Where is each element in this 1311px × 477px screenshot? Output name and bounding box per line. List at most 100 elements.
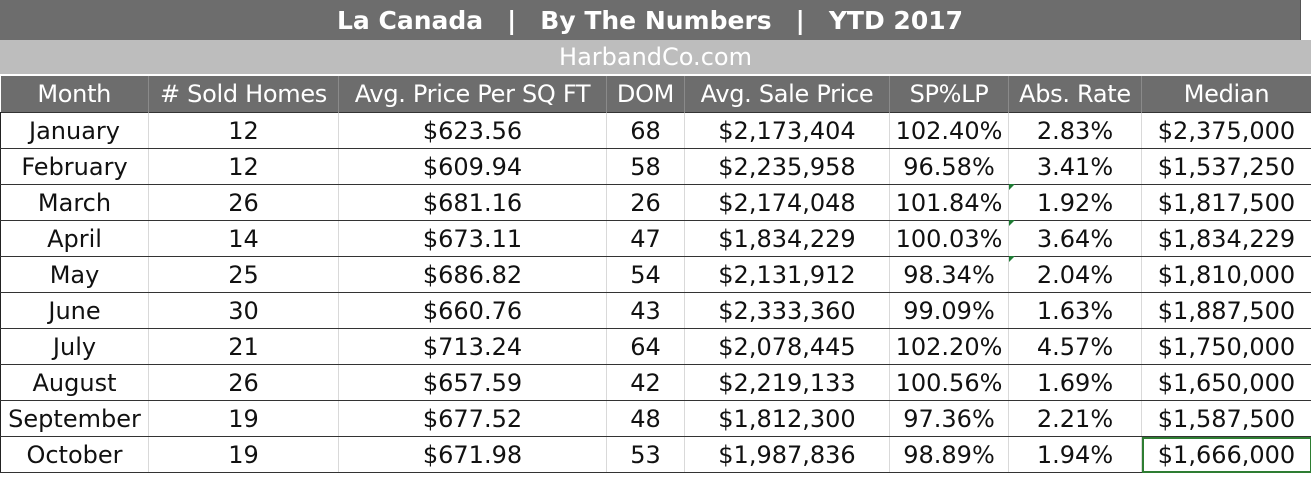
cell-dom[interactable]: 58	[606, 148, 685, 185]
table-row: August 26 $657.59 42 $2,219,133 100.56% …	[0, 364, 1311, 401]
cell-avg-sale-price[interactable]: $2,174,048	[684, 184, 890, 221]
cell-price-per-sqft[interactable]: $657.59	[338, 364, 607, 401]
cell-avg-sale-price[interactable]: $1,987,836	[684, 436, 890, 473]
cell-sp-lp[interactable]: 98.34%	[889, 256, 1009, 293]
cell-sp-lp[interactable]: 101.84%	[889, 184, 1009, 221]
cell-month[interactable]: January	[0, 112, 149, 149]
column-header-avg-sale-price[interactable]: Avg. Sale Price	[684, 76, 890, 113]
cell-sold-homes[interactable]: 19	[148, 436, 339, 473]
cell-sold-homes[interactable]: 21	[148, 328, 339, 365]
cell-abs-rate[interactable]: 1.63%	[1008, 292, 1142, 329]
cell-avg-sale-price[interactable]: $1,834,229	[684, 220, 890, 257]
column-header-sp-lp[interactable]: SP%LP	[889, 76, 1009, 113]
cell-sp-lp[interactable]: 97.36%	[889, 400, 1009, 437]
cell-month[interactable]: February	[0, 148, 149, 185]
table-row: May 25 $686.82 54 $2,131,912 98.34% 2.04…	[0, 256, 1311, 293]
cell-month[interactable]: June	[0, 292, 149, 329]
cell-dom[interactable]: 42	[606, 364, 685, 401]
cell-median[interactable]: $1,817,500	[1141, 184, 1311, 221]
cell-sp-lp[interactable]: 99.09%	[889, 292, 1009, 329]
cell-median[interactable]: $1,587,500	[1141, 400, 1311, 437]
cell-month[interactable]: March	[0, 184, 149, 221]
cell-price-per-sqft[interactable]: $673.11	[338, 220, 607, 257]
cell-price-per-sqft[interactable]: $609.94	[338, 148, 607, 185]
cell-sp-lp[interactable]: 96.58%	[889, 148, 1009, 185]
cell-dom[interactable]: 53	[606, 436, 685, 473]
cell-median-selected[interactable]: $1,666,000	[1141, 436, 1311, 473]
cell-abs-rate[interactable]: 1.69%	[1008, 364, 1142, 401]
cell-sp-lp[interactable]: 102.20%	[889, 328, 1009, 365]
cell-abs-rate[interactable]: 4.57%	[1008, 328, 1142, 365]
subtitle-bar: HarbandCo.com	[0, 40, 1311, 74]
cell-avg-sale-price[interactable]: $2,219,133	[684, 364, 890, 401]
cell-month[interactable]: April	[0, 220, 149, 257]
cell-month[interactable]: July	[0, 328, 149, 365]
cell-price-per-sqft[interactable]: $660.76	[338, 292, 607, 329]
cell-error-indicator	[1009, 184, 1015, 190]
cell-month[interactable]: May	[0, 256, 149, 293]
cell-avg-sale-price[interactable]: $2,333,360	[684, 292, 890, 329]
cell-month[interactable]: September	[0, 400, 149, 437]
cell-price-per-sqft[interactable]: $623.56	[338, 112, 607, 149]
cell-avg-sale-price[interactable]: $2,173,404	[684, 112, 890, 149]
cell-median[interactable]: $2,375,000	[1141, 112, 1311, 149]
cell-median[interactable]: $1,650,000	[1141, 364, 1311, 401]
cell-median[interactable]: $1,750,000	[1141, 328, 1311, 365]
title-period: YTD 2017	[828, 5, 964, 35]
cell-sold-homes[interactable]: 19	[148, 400, 339, 437]
column-header-dom[interactable]: DOM	[606, 76, 685, 113]
cell-month[interactable]: October	[0, 436, 149, 473]
cell-median[interactable]: $1,810,000	[1141, 256, 1311, 293]
cell-sold-homes[interactable]: 12	[148, 112, 339, 149]
cell-sp-lp[interactable]: 100.56%	[889, 364, 1009, 401]
cell-sold-homes[interactable]: 26	[148, 364, 339, 401]
cell-abs-rate[interactable]: 1.92%	[1008, 184, 1142, 221]
cell-price-per-sqft[interactable]: $671.98	[338, 436, 607, 473]
cell-dom[interactable]: 43	[606, 292, 685, 329]
table-row: July 21 $713.24 64 $2,078,445 102.20% 4.…	[0, 328, 1311, 365]
column-header-price-per-sqft[interactable]: Avg. Price Per SQ FT	[338, 76, 607, 113]
cell-dom[interactable]: 64	[606, 328, 685, 365]
cell-sp-lp[interactable]: 100.03%	[889, 220, 1009, 257]
cell-abs-rate[interactable]: 2.04%	[1008, 256, 1142, 293]
table-row: June 30 $660.76 43 $2,333,360 99.09% 1.6…	[0, 292, 1311, 329]
subtitle-website: HarbandCo.com	[559, 43, 752, 71]
cell-sold-homes[interactable]: 26	[148, 184, 339, 221]
column-header-sold-homes[interactable]: # Sold Homes	[148, 76, 339, 113]
cell-avg-sale-price[interactable]: $2,235,958	[684, 148, 890, 185]
title-heading: By The Numbers	[540, 5, 772, 35]
title-separator-1: |	[507, 5, 517, 35]
cell-median[interactable]: $1,537,250	[1141, 148, 1311, 185]
cell-avg-sale-price[interactable]: $2,078,445	[684, 328, 890, 365]
cell-median[interactable]: $1,887,500	[1141, 292, 1311, 329]
table-row: January 12 $623.56 68 $2,173,404 102.40%…	[0, 112, 1311, 149]
cell-dom[interactable]: 68	[606, 112, 685, 149]
cell-sp-lp[interactable]: 98.89%	[889, 436, 1009, 473]
cell-month[interactable]: August	[0, 364, 149, 401]
cell-abs-rate[interactable]: 2.21%	[1008, 400, 1142, 437]
cell-sp-lp[interactable]: 102.40%	[889, 112, 1009, 149]
cell-dom[interactable]: 54	[606, 256, 685, 293]
cell-dom[interactable]: 47	[606, 220, 685, 257]
cell-sold-homes[interactable]: 30	[148, 292, 339, 329]
cell-abs-rate[interactable]: 3.64%	[1008, 220, 1142, 257]
cell-sold-homes[interactable]: 12	[148, 148, 339, 185]
cell-abs-rate[interactable]: 1.94%	[1008, 436, 1142, 473]
cell-price-per-sqft[interactable]: $677.52	[338, 400, 607, 437]
cell-sold-homes[interactable]: 25	[148, 256, 339, 293]
cell-abs-rate[interactable]: 2.83%	[1008, 112, 1142, 149]
cell-dom[interactable]: 26	[606, 184, 685, 221]
cell-dom[interactable]: 48	[606, 400, 685, 437]
cell-sold-homes[interactable]: 14	[148, 220, 339, 257]
column-header-month[interactable]: Month	[0, 76, 149, 113]
cell-median[interactable]: $1,834,229	[1141, 220, 1311, 257]
cell-avg-sale-price[interactable]: $2,131,912	[684, 256, 890, 293]
column-header-abs-rate[interactable]: Abs. Rate	[1008, 76, 1142, 113]
cell-price-per-sqft[interactable]: $686.82	[338, 256, 607, 293]
column-header-median[interactable]: Median	[1141, 76, 1311, 113]
cell-price-per-sqft[interactable]: $681.16	[338, 184, 607, 221]
cell-avg-sale-price[interactable]: $1,812,300	[684, 400, 890, 437]
cell-price-per-sqft[interactable]: $713.24	[338, 328, 607, 365]
cell-abs-rate[interactable]: 3.41%	[1008, 148, 1142, 185]
